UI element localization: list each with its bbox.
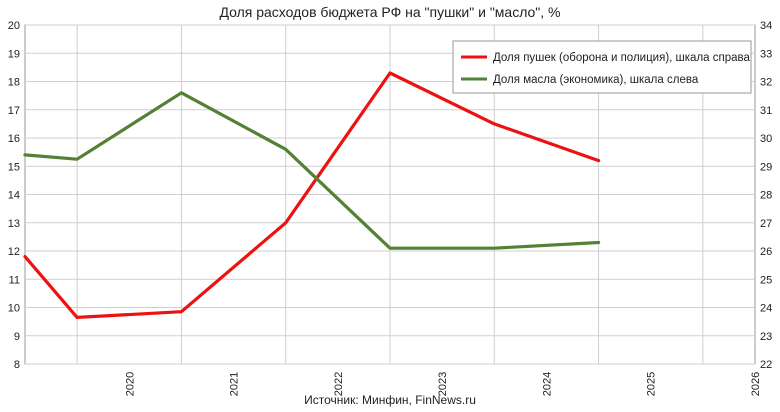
- x-tick-label: 2025: [646, 372, 658, 396]
- left-tick-label: 12: [8, 246, 20, 258]
- left-tick-label: 11: [9, 274, 20, 286]
- source-note: Источник: Минфин, FinNews.ru: [304, 393, 476, 407]
- x-tick-label: 2020: [124, 372, 136, 396]
- left-tick-label: 13: [8, 218, 20, 230]
- right-tick-label: 25: [760, 274, 772, 286]
- x-tick-label: 2022: [333, 372, 345, 396]
- left-tick-label: 18: [8, 77, 20, 89]
- series-layer: [23, 71, 601, 319]
- right-tick-label: 23: [760, 331, 772, 343]
- right-tick-label: 24: [760, 303, 772, 315]
- right-tick-label: 28: [760, 190, 772, 202]
- left-tick-label: 8: [14, 359, 20, 371]
- x-tick-label: 2021: [229, 372, 241, 396]
- right-tick-label: 33: [760, 48, 772, 60]
- right-tick-label: 26: [760, 246, 772, 258]
- x-tick-label: 2026: [750, 372, 762, 396]
- right-tick-label: 31: [760, 105, 772, 117]
- x-tick-label: 2024: [541, 372, 553, 396]
- left-tick-label: 15: [8, 161, 20, 173]
- left-tick-label: 9: [14, 331, 20, 343]
- grid: [25, 24, 755, 365]
- left-tick-label: 19: [8, 48, 20, 60]
- left-tick-label: 14: [8, 190, 20, 202]
- x-tick-label: 2023: [437, 372, 449, 396]
- left-tick-label: 16: [8, 133, 20, 145]
- legend: Доля пушек (оборона и полиция), шкала сп…: [452, 40, 752, 94]
- chart-title: Доля расходов бюджета РФ на "пушки" и "м…: [219, 4, 560, 20]
- x-axis: 2020 2021 2022 2023 2024 2025 2026: [124, 372, 762, 396]
- left-axis: 8 9 10 11 12 13 14 15 16 17 18 19 20: [8, 20, 20, 371]
- legend-label-guns: Доля пушек (оборона и полиция), шкала сп…: [493, 52, 750, 64]
- right-tick-label: 27: [760, 218, 772, 230]
- series-line-butter: [23, 91, 601, 250]
- right-tick-label: 29: [760, 161, 772, 173]
- series-line-guns: [23, 71, 601, 319]
- left-tick-label: 10: [8, 303, 20, 315]
- legend-box: [452, 40, 752, 94]
- right-axis: 22 23 24 25 26 27 28 29 30 31 32 33 34: [760, 20, 772, 371]
- left-tick-label: 17: [8, 105, 20, 117]
- right-tick-label: 22: [760, 359, 772, 371]
- legend-label-butter: Доля масла (экономика), шкала слева: [493, 74, 699, 86]
- right-tick-label: 32: [760, 77, 772, 89]
- left-tick-label: 20: [8, 20, 20, 32]
- right-tick-label: 34: [760, 20, 772, 32]
- right-tick-label: 30: [760, 133, 772, 145]
